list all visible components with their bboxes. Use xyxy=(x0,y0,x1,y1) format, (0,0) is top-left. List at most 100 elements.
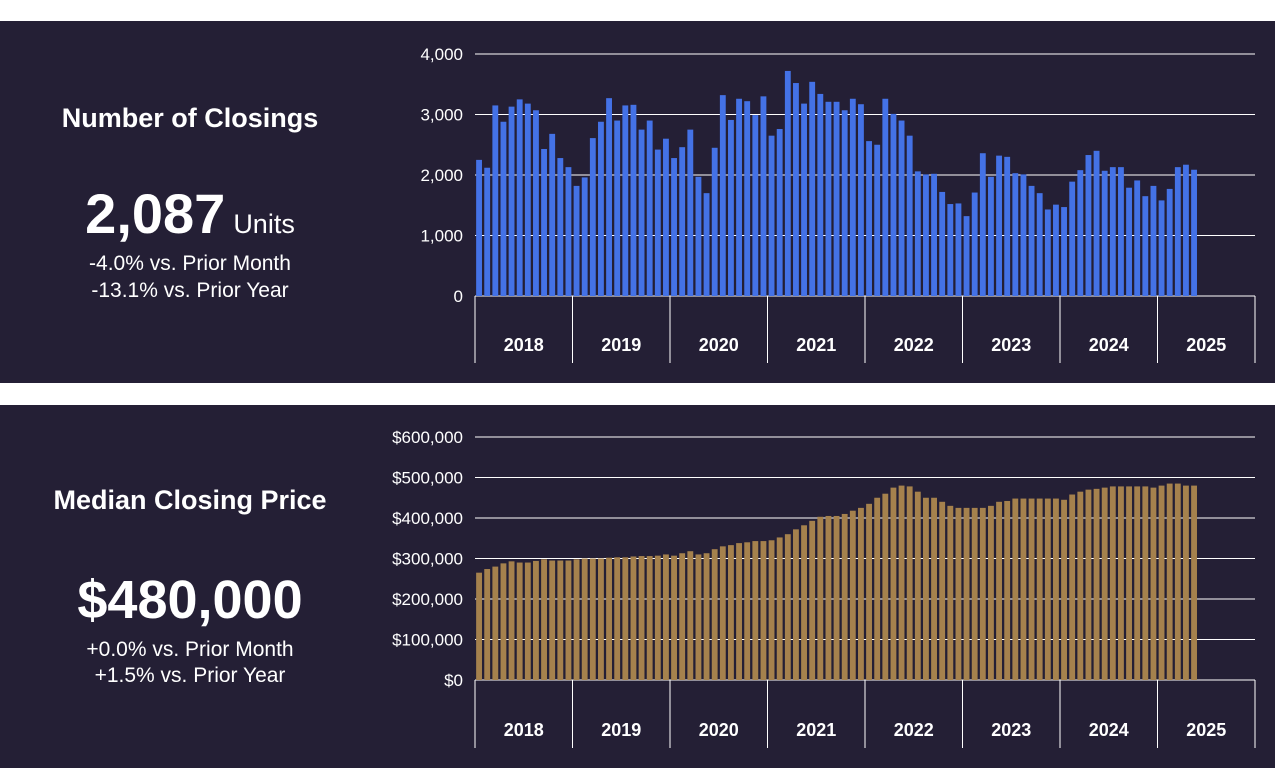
price-bar xyxy=(1093,488,1100,680)
closings-bar xyxy=(1036,193,1043,296)
closings-bar xyxy=(1028,185,1035,296)
price-bar xyxy=(736,543,742,680)
price-bar xyxy=(654,555,661,680)
price-bar xyxy=(573,559,580,680)
closings-bar xyxy=(1118,167,1124,296)
price-bar xyxy=(801,525,807,680)
price-bar xyxy=(1020,498,1027,680)
closings-bar xyxy=(784,70,791,296)
closings-bar xyxy=(695,176,702,296)
closings-bar xyxy=(719,95,726,296)
closings-bar xyxy=(654,149,661,296)
price-bar xyxy=(866,503,872,680)
price-bar xyxy=(931,497,937,680)
price-year-label: 2021 xyxy=(796,720,836,740)
price-bar xyxy=(1004,500,1011,680)
price-ytick-label: $400,000 xyxy=(392,509,463,528)
closings-bar xyxy=(614,120,621,296)
closings-bar xyxy=(622,105,629,296)
price-bar xyxy=(809,520,816,680)
price-year-label: 2024 xyxy=(1089,720,1129,740)
price-bar xyxy=(914,491,921,680)
price-bar xyxy=(1036,498,1043,680)
price-ytick-label: $500,000 xyxy=(392,469,463,488)
price-bar xyxy=(646,556,653,680)
price-bar xyxy=(630,556,637,680)
price-bar xyxy=(988,505,994,680)
closings-bar xyxy=(971,192,978,296)
closings-bar xyxy=(752,115,759,296)
closings-bar xyxy=(1101,170,1108,296)
closings-bar xyxy=(793,83,799,296)
closings-bar xyxy=(484,167,491,296)
closings-bar xyxy=(1069,181,1076,296)
closings-bar xyxy=(533,110,539,296)
price-bar xyxy=(768,540,775,680)
closings-panel: Number of Closings 2,087 Units -4.0% vs. … xyxy=(0,21,1275,383)
closings-bar xyxy=(866,141,872,296)
price-bar xyxy=(923,497,929,680)
closings-year-label: 2022 xyxy=(894,335,934,355)
closings-ytick-label: 4,000 xyxy=(420,45,463,64)
closings-change-year: -13.1% vs. Prior Year xyxy=(91,279,289,302)
price-bar xyxy=(1061,499,1067,680)
price-bar xyxy=(565,560,572,680)
closings-bar xyxy=(1158,200,1165,296)
closings-bar xyxy=(557,158,564,296)
price-bar xyxy=(541,559,547,680)
price-bar xyxy=(833,515,840,680)
price-ytick-label: $200,000 xyxy=(392,590,463,609)
price-bar xyxy=(849,510,856,680)
price-bar xyxy=(533,560,539,680)
price-bar xyxy=(760,541,767,680)
price-bar xyxy=(1077,491,1084,680)
closings-year-label: 2021 xyxy=(796,335,836,355)
price-bar xyxy=(971,507,978,680)
closings-ytick-label: 0 xyxy=(454,287,463,306)
price-bar xyxy=(1028,498,1035,680)
price-bar xyxy=(679,553,686,680)
closings-bar xyxy=(476,159,482,296)
price-bar xyxy=(622,557,629,680)
price-bar xyxy=(638,556,645,680)
price-bar xyxy=(898,485,905,680)
price-bar xyxy=(793,529,799,680)
closings-bar xyxy=(728,119,734,296)
closings-ytick-label: 1,000 xyxy=(420,227,463,246)
closings-bar xyxy=(736,98,742,297)
price-year-label: 2019 xyxy=(601,720,641,740)
closings-bar xyxy=(833,101,840,296)
closings-change-month: -4.0% vs. Prior Month xyxy=(89,252,291,275)
closings-bar xyxy=(801,103,807,296)
price-bar-chart: $0 $100,000 $200,000 $300,000 $400,000 $500,0… xyxy=(392,428,1256,748)
price-bar xyxy=(1053,498,1059,680)
closings-bar xyxy=(955,203,962,296)
price-bar xyxy=(874,497,881,680)
price-bar xyxy=(1191,485,1197,680)
price-bar xyxy=(1142,486,1149,680)
closings-bar xyxy=(817,93,824,297)
price-bar xyxy=(500,563,507,680)
price-bar xyxy=(1183,485,1189,680)
price-bar xyxy=(1118,486,1124,680)
closings-kpi: Number of Closings 2,087 Units -4.0% vs. … xyxy=(0,21,380,383)
price-year-label: 2023 xyxy=(991,720,1031,740)
closings-bar xyxy=(979,153,986,296)
price-change-month: +0.0% vs. Prior Month xyxy=(86,638,294,661)
price-bar xyxy=(671,555,677,680)
price-bar xyxy=(1174,483,1181,680)
closings-bar xyxy=(1012,173,1019,296)
price-bar xyxy=(1166,483,1173,680)
closings-bar xyxy=(687,129,694,296)
price-bar xyxy=(614,557,621,680)
closings-bar xyxy=(549,133,556,296)
price-bar xyxy=(858,507,864,680)
closings-bar-chart: 0 1,000 2,000 3,000 4,000 2018 2019 2020 2021 202… xyxy=(420,45,1256,363)
price-bar xyxy=(484,569,491,680)
closings-bar xyxy=(841,110,848,296)
closings-bar xyxy=(1061,207,1067,296)
closings-bar xyxy=(573,185,580,296)
price-year-label: 2022 xyxy=(894,720,934,740)
price-bar xyxy=(711,549,718,680)
closings-bar xyxy=(1183,164,1189,296)
